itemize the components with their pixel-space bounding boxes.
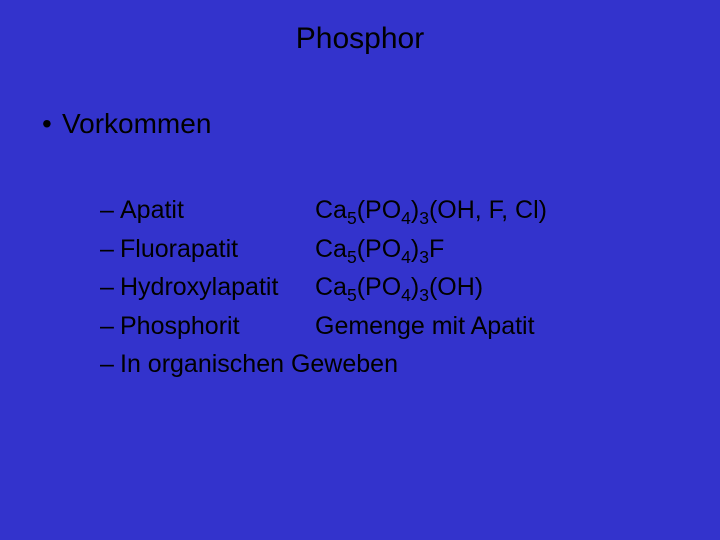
dash-icon: – — [100, 308, 120, 346]
list-item: – Phosphorit Gemenge mit Apatit — [100, 308, 547, 346]
main-bullet: •Vorkommen — [42, 108, 211, 140]
mineral-name: Hydroxylapatit — [120, 269, 315, 307]
mineral-name: Phosphorit — [120, 308, 315, 346]
mineral-formula: Ca5(PO4)3F — [315, 231, 547, 269]
mineral-formula: Gemenge mit Apatit — [315, 308, 547, 346]
list-item: – Hydroxylapatit Ca5(PO4)3(OH) — [100, 269, 547, 307]
dash-icon: – — [100, 231, 120, 269]
slide-title: Phosphor — [0, 22, 720, 56]
dash-icon: – — [100, 269, 120, 307]
list-item: – Fluorapatit Ca5(PO4)3F — [100, 231, 547, 269]
dash-icon: – — [100, 346, 120, 384]
mineral-formula: Ca5(PO4)3(OH) — [315, 269, 547, 307]
bullet-icon: • — [42, 108, 62, 140]
dash-icon: – — [100, 192, 120, 230]
mineral-name: Fluorapatit — [120, 231, 315, 269]
slide: Phosphor •Vorkommen – Apatit Ca5(PO4)3(O… — [0, 0, 720, 540]
mineral-formula: Ca5(PO4)3(OH, F, Cl) — [315, 192, 547, 230]
mineral-name: In organischen Geweben — [120, 346, 398, 384]
mineral-name: Apatit — [120, 192, 315, 230]
main-bullet-label: Vorkommen — [62, 108, 211, 139]
list-item: – In organischen Geweben — [100, 346, 547, 384]
list-item: – Apatit Ca5(PO4)3(OH, F, Cl) — [100, 192, 547, 230]
sublist: – Apatit Ca5(PO4)3(OH, F, Cl) – Fluorapa… — [100, 192, 547, 385]
